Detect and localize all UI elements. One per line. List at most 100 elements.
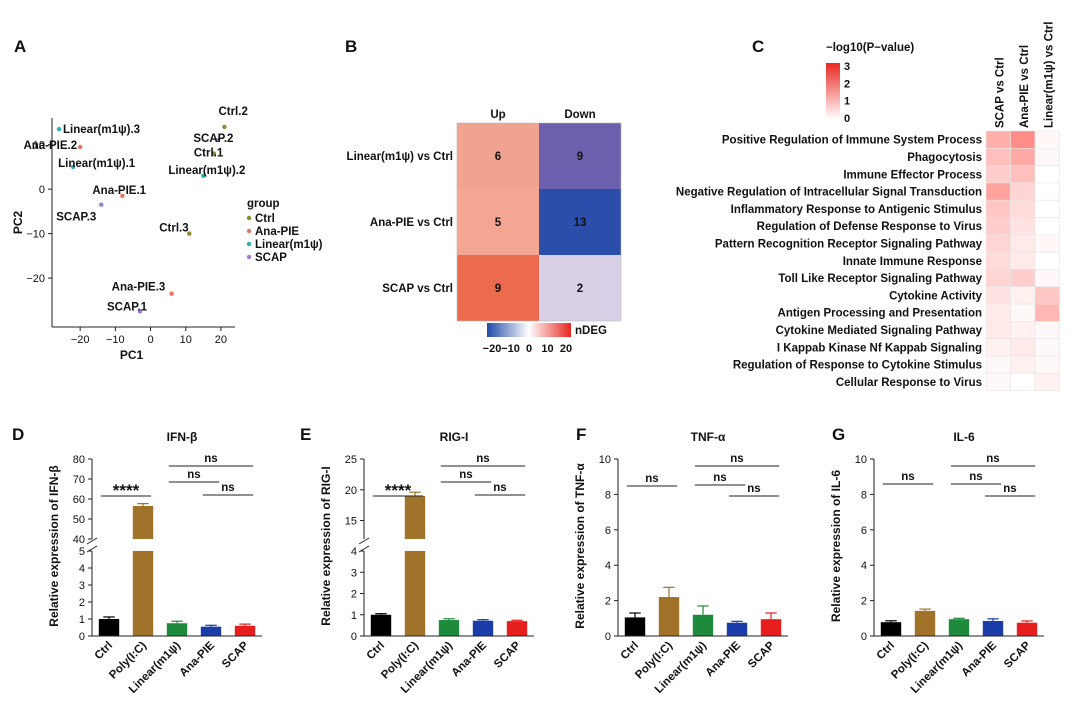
significance-label: ns [476,453,489,465]
go-heatmap-cell [985,372,1011,391]
legend-dot-ctrl [246,215,252,221]
x-tick-label: 20 [215,334,227,346]
column-header-linear-m1-vs-ctrl: Linear(m1ψ) vs Ctrl [1043,22,1055,128]
bar-ctrl [880,622,902,636]
bar-scap [760,619,782,636]
point-ctrl-1 [211,151,217,156]
go-heatmap-cell [1010,303,1036,322]
bar-poly-i-c-lower [132,551,154,636]
y-tick-label: 5 [79,546,85,558]
go-heatmap-cell [1034,372,1060,391]
heatmap-cell [539,189,621,255]
column-header-scap-vs-ctrl: SCAP vs Ctrl [994,57,1006,128]
point-label-linear-m1-3: Linear(m1ψ).3 [63,124,140,136]
bar-ana-pie [982,620,1004,636]
go-heatmap-cell [985,217,1011,236]
bar-scap [506,621,528,636]
heatmap-cell [457,255,539,321]
bar-ana-pie [472,620,494,636]
pvalue-legend-tick: 0 [844,113,850,125]
pvalue-legend-tick: 3 [844,61,850,73]
point-linear-m1-1 [70,164,76,170]
pvalue-legend-title: −log10(P−value) [826,42,914,54]
significance-label: ns [204,453,217,465]
go-heatmap-cell [1010,286,1036,305]
row-label-cytokine-activity: Cytokine Activity [889,290,982,302]
rig-i-bar-panel: RIG-I Relative expression of RIG-I 0 1 2 3 4 15… [319,430,534,696]
x-tick-label: 0 [147,334,153,346]
y-axis-label: PC2 [11,211,25,235]
y-tick-label: 0 [351,631,357,643]
row-label-inflammatory-response-to-antigenic-stimulus: Inflammatory Response to Antigenic Stimu… [731,204,982,216]
bar-poly-i-c-upper [404,495,426,539]
ndeg-legend-tick: −10 [501,343,520,355]
y-tick-label: 3 [79,580,85,592]
go-heatmap-cell [1010,269,1036,287]
legend-dot-ana-pie [246,228,252,234]
pvalue-colorbar [826,63,840,119]
y-axis-label: Relative expression of IFN-β [47,465,61,626]
bar-ana-pie [726,622,748,636]
y-tick-label: 1 [79,614,85,626]
pvalue-legend-tick: 2 [844,78,850,90]
point-label-linear-m1-2: Linear(m1ψ).2 [168,165,245,177]
go-heatmap-cell [985,303,1011,322]
pca-scatter-panel: −20 −10 0 10 20 10 0 −10 −20 PC1 PC2 Linear(m1ψ).3 A… [11,106,323,362]
point-ana-pie-2 [77,144,83,150]
significance-label: ns [645,473,658,485]
ndeg-legend-tick: 10 [541,343,553,355]
bar-poly-i-c-upper [132,506,154,539]
panel-letter-e: E [300,425,311,444]
chart-title: RIG-I [440,430,469,444]
go-heatmap-cell [1010,148,1036,166]
heatmap-cell [457,123,539,189]
point-ana-pie-1 [120,193,125,199]
legend-label-scap: SCAP [255,252,287,264]
go-heatmap-cell [1034,182,1060,201]
row-label-ana-pie-vs-ctrl: Ana-PIE vs Ctrl [370,217,453,229]
row-label-regulation-of-defense-response-to-virus: Regulation of Defense Response to Virus [757,221,982,233]
y-tick-label: 4 [605,560,611,572]
go-heatmap-cell [985,286,1011,305]
column-header-ana-pie-vs-ctrl: Ana-PIE vs Ctrl [1019,45,1031,128]
y-tick-label: 0 [861,631,867,643]
x-tick-label-scap: SCAP [220,639,251,670]
row-label-immune-effector-process: Immune Effector Process [843,169,982,181]
go-heatmap-cell [985,182,1011,201]
x-tick-label: 10 [180,334,192,346]
panel-letter-f: F [576,425,586,444]
point-scap-1 [137,309,143,314]
y-tick-label: 40 [73,534,85,546]
go-heatmap-cell [985,269,1011,287]
row-label-linear-m1-vs-ctrl: Linear(m1ψ) vs Ctrl [347,151,453,163]
significance-label: ns [730,453,743,465]
y-tick-label: 4 [861,560,867,572]
tnf-alpha-bar-panel: TNF-α Relative expression of TNF-α 0 2 4 6 8 10… [573,430,788,696]
point-scap-2 [215,138,220,143]
y-axis-label: Relative expression of TNF-α [573,463,587,629]
y-tick-label: 10 [855,454,867,466]
significance-label: **** [113,481,140,500]
row-label-cellular-response-to-virus: Cellular Response to Virus [836,377,982,389]
go-heatmap-cell [985,165,1011,184]
y-tick-label: −20 [26,273,45,285]
point-label-scap-2: SCAP.2 [193,133,233,145]
legend-label-ctrl: Ctrl [255,213,275,225]
y-tick-label: 8 [605,489,611,501]
significance-label: ns [969,471,982,483]
pvalue-legend-tick: 1 [844,96,850,108]
point-label-ctrl-2: Ctrl.2 [218,106,247,118]
row-label-phagocytosis: Phagocytosis [907,152,982,164]
y-tick-label: 10 [599,454,611,466]
row-label-pattern-recognition-receptor-signaling-pathway: Pattern Recognition Receptor Signaling P… [715,238,983,250]
y-axis-label: Relative expression of RIG-I [319,466,333,625]
bar-poly-i-c [914,610,936,636]
significance-label: ns [221,482,234,494]
bar-linear-m1 [438,620,460,636]
point-scap-3 [99,202,104,207]
y-tick-label: 80 [73,454,85,466]
axis-break-mark [358,537,370,545]
y-tick-label: 8 [861,489,867,501]
go-heatmap-cell [1010,251,1036,270]
row-label-innate-immune-response: Innate Immune Response [843,256,982,268]
